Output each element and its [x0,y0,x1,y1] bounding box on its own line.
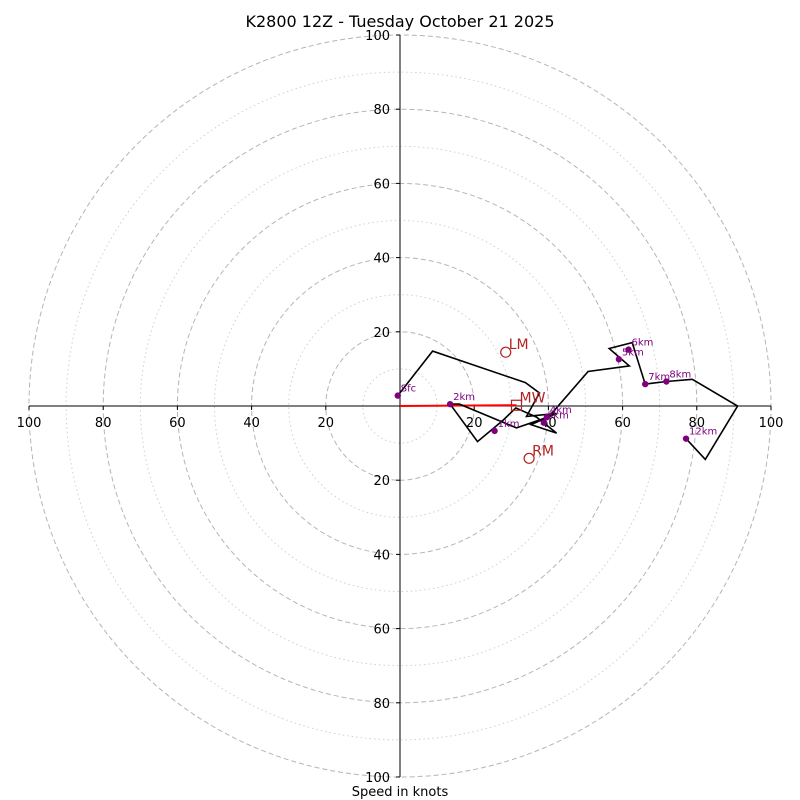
x-tick-label: 60 [169,416,186,431]
height-label-sfc: Sfc [401,384,416,395]
height-label-8km: 8km [669,370,691,381]
height-label-3km: 3km [547,411,569,422]
rm-marker [523,452,535,464]
height-label-5km: 5km [622,347,644,358]
wind-trace-line [397,341,739,461]
height-marker-8km [663,378,670,385]
height-marker-7km [642,380,649,388]
x-tick-label: 100 [759,416,784,431]
chart-title: K2800 12Z - Tuesday October 21 2025 [245,12,554,31]
x-tick-label: 20 [318,416,335,431]
height-marker-2km [446,400,454,408]
height-marker-6km [625,346,632,353]
y-tick-label: 100 [365,29,390,44]
y-tick-label: 20 [373,326,390,341]
y-tick-label: 60 [373,623,390,638]
x-tick-label: 80 [689,416,706,431]
height-marker-sfc [394,392,401,399]
lm-label: LM [509,337,529,353]
y-tick-label: 80 [373,103,390,118]
height-marker-12km [682,435,690,442]
height-marker-3km [540,419,548,426]
height-label-7km: 7km [648,372,670,383]
height-marker-1km [491,427,498,435]
x-tick-label: 80 [95,416,112,431]
y-tick-label: 40 [373,548,390,563]
x-tick-label: 20 [466,416,483,431]
height-label-4km: 4km [550,405,572,416]
x-tick-label: 60 [614,416,631,431]
height-label-6km: 6km [632,338,654,349]
mw-label: MW [519,390,545,406]
x-axis-label: Speed in knots [352,785,449,800]
rm-label: RM [532,443,554,459]
y-tick-label: 20 [373,474,390,489]
height-marker-4km [543,413,551,421]
height-label-12km: 12km [689,427,717,438]
mw-marker [510,399,523,411]
y-tick-label: 60 [373,177,390,192]
y-tick-label: 40 [373,252,390,267]
height-label-2km: 2km [453,392,475,403]
x-tick-label: 40 [243,416,260,431]
height-label-1km: 1km [498,419,520,430]
x-tick-label: 100 [17,416,42,431]
height-marker-5km [615,356,623,363]
y-tick-label: 80 [373,697,390,712]
shear-vector-line [399,404,517,407]
y-tick-label: 100 [365,771,390,786]
lm-marker [500,346,512,358]
